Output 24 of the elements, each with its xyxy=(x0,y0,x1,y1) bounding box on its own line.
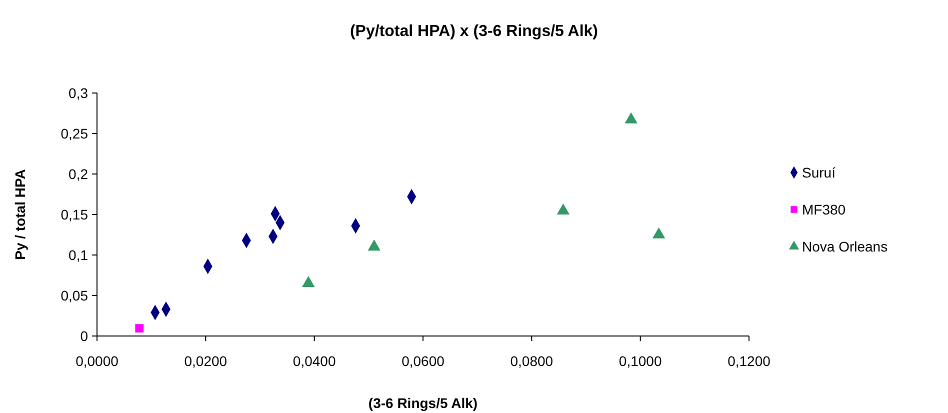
point xyxy=(624,112,638,124)
legend-label: Suruí xyxy=(802,164,836,180)
y-tick-label: 0,3 xyxy=(68,84,88,101)
point xyxy=(368,240,380,251)
y-axis-title: Py / total HPA xyxy=(12,169,28,260)
x-tick-label: 0,0800 xyxy=(510,353,554,369)
y-tick-label: 0,05 xyxy=(60,287,88,304)
x-tick-label: 0,0400 xyxy=(292,353,336,369)
x-axis-title: (3-6 Rings/5 Alk) xyxy=(368,395,478,411)
x-tick-label: 0,0200 xyxy=(184,353,228,369)
y-tick-label: 0,15 xyxy=(60,206,88,222)
y-tick-label: 0,2 xyxy=(68,166,88,182)
x-tick-label: 0,1200 xyxy=(728,353,771,369)
x-tick-label: 0,0000 xyxy=(76,353,119,369)
x-tick-label: 0,0600 xyxy=(402,353,445,369)
y-tick-label: 0,1 xyxy=(68,246,88,263)
chart-title: (Py/total HPA) x (3-6 Rings/5 Alk) xyxy=(350,23,598,40)
legend-label: MF380 xyxy=(802,201,846,218)
point xyxy=(135,324,144,332)
y-tick-label: 0 xyxy=(80,328,88,344)
point xyxy=(556,204,570,215)
legend-label: Nova Orleans xyxy=(802,238,888,254)
x-tick-label: 0,1000 xyxy=(618,353,662,369)
y-tick-label: 0,25 xyxy=(60,125,88,142)
